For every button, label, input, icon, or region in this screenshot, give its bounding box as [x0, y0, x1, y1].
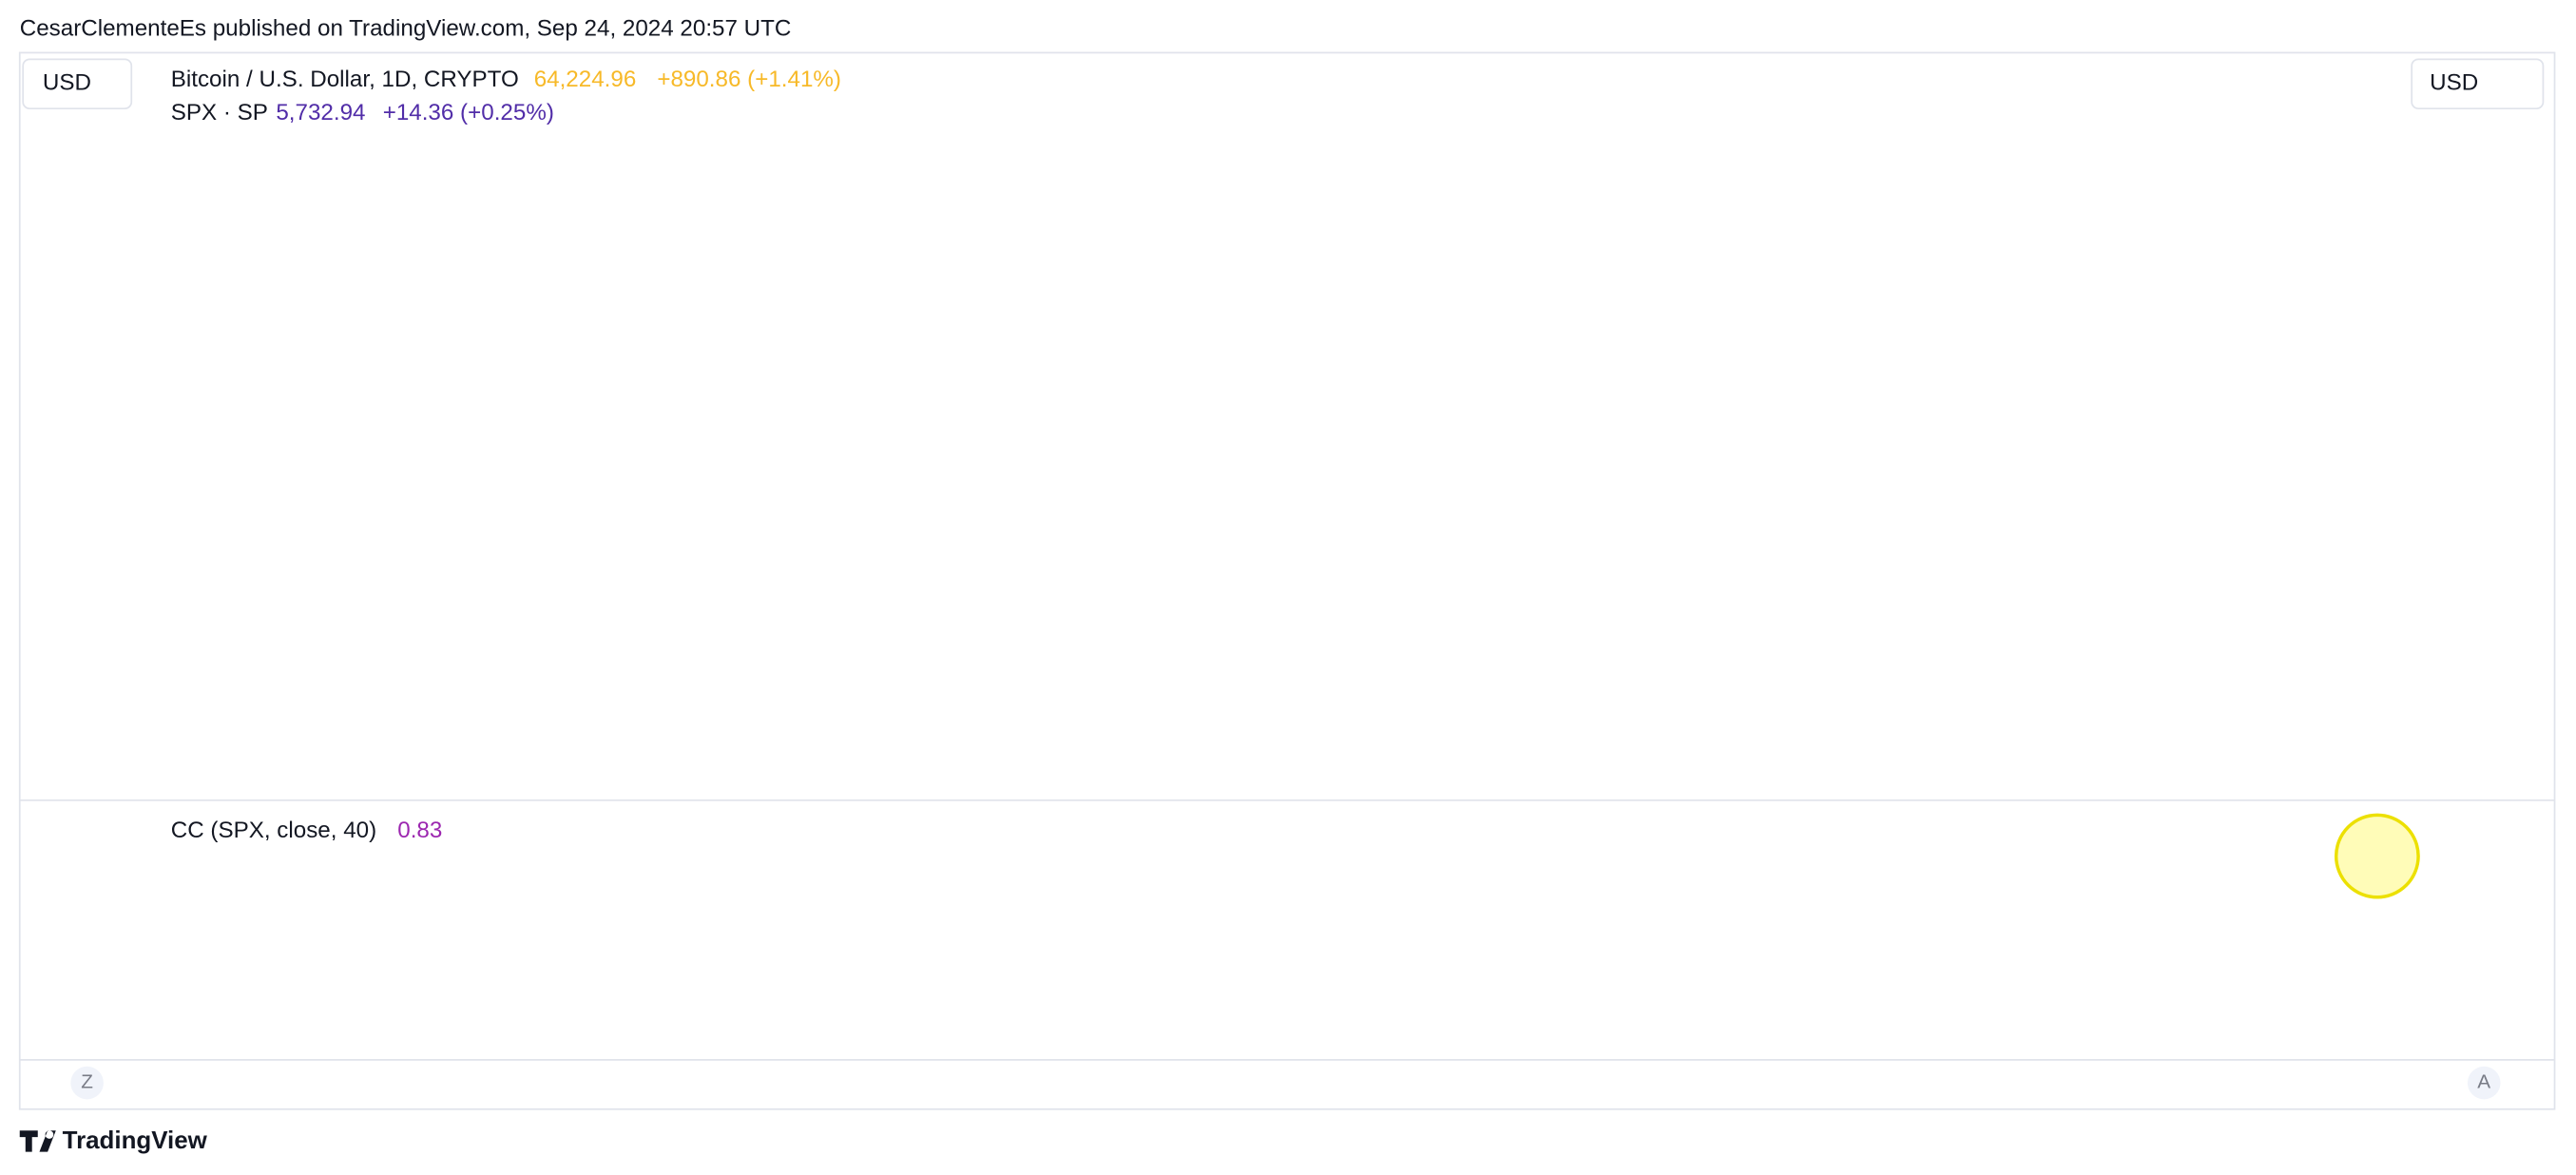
brand-name: TradingView [63, 1127, 208, 1154]
currency-button[interactable] [22, 58, 133, 110]
zoom-button[interactable] [70, 1066, 104, 1100]
currency-label: USD [2430, 70, 2478, 96]
highlight-annotation[interactable] [2334, 813, 2420, 899]
brand-logo [19, 1130, 56, 1152]
zoom-label: Z [81, 1071, 93, 1093]
auto-scale-label: A [2477, 1071, 2490, 1093]
indicator-value: 0.83 [397, 818, 442, 843]
publish-info: CesarClementeEs published on TradingView… [20, 16, 792, 42]
legend-spx-name: SPX · SP [171, 100, 268, 125]
indicator-title: CC (SPX, close, 40) [171, 818, 376, 843]
currency-button[interactable] [2411, 58, 2545, 110]
legend-btc-value: 64,224.96 [534, 67, 637, 92]
legend-spx-change: +14.36 (+0.25%) [383, 100, 554, 125]
chart-frame [18, 51, 2556, 1110]
legend-btc-change: +890.86 (+1.41%) [657, 67, 841, 92]
currency-label: USD [43, 70, 91, 96]
legend-spx-value: 5,732.94 [276, 100, 365, 125]
legend-btc-name: Bitcoin / U.S. Dollar, 1D, CRYPTO [171, 67, 519, 92]
auto-scale-button[interactable] [2467, 1066, 2501, 1100]
